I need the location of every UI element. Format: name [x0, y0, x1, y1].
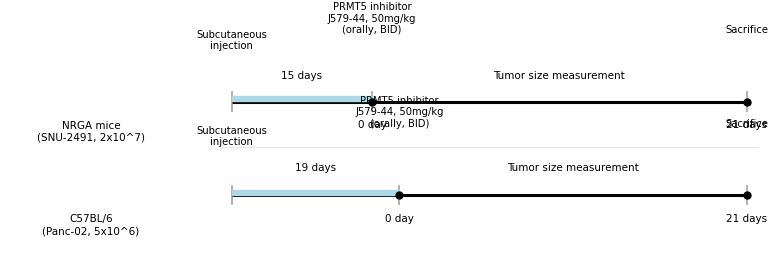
Bar	[232, 190, 399, 195]
Text: Sacrifice: Sacrifice	[725, 119, 768, 129]
Text: 21 days: 21 days	[726, 120, 767, 130]
Bar	[232, 96, 372, 101]
Text: Tumor size measurement: Tumor size measurement	[493, 71, 625, 81]
Text: Subcutaneous
injection: Subcutaneous injection	[196, 126, 267, 147]
Text: 15 days: 15 days	[281, 71, 323, 81]
Text: 19 days: 19 days	[295, 163, 337, 173]
Text: Subcutaneous
injection: Subcutaneous injection	[196, 30, 267, 51]
Text: PRMT5 inhibitor
J579-44, 50mg/kg
(orally, BID): PRMT5 inhibitor J579-44, 50mg/kg (orally…	[328, 2, 417, 35]
Text: Tumor size measurement: Tumor size measurement	[507, 163, 639, 173]
Text: Sacrifice: Sacrifice	[725, 26, 768, 35]
Text: 0 day: 0 day	[385, 214, 413, 224]
Text: 21 days: 21 days	[726, 214, 767, 224]
Text: PRMT5 inhibitor
J579-44, 50mg/kg
(orally, BID): PRMT5 inhibitor J579-44, 50mg/kg (orally…	[355, 96, 443, 129]
Text: NRGA mice
(SNU-2491, 2x10^7): NRGA mice (SNU-2491, 2x10^7)	[37, 121, 145, 143]
Text: C57BL/6
(Panc-02, 5x10^6): C57BL/6 (Panc-02, 5x10^6)	[42, 214, 139, 236]
Text: 0 day: 0 day	[358, 120, 387, 130]
